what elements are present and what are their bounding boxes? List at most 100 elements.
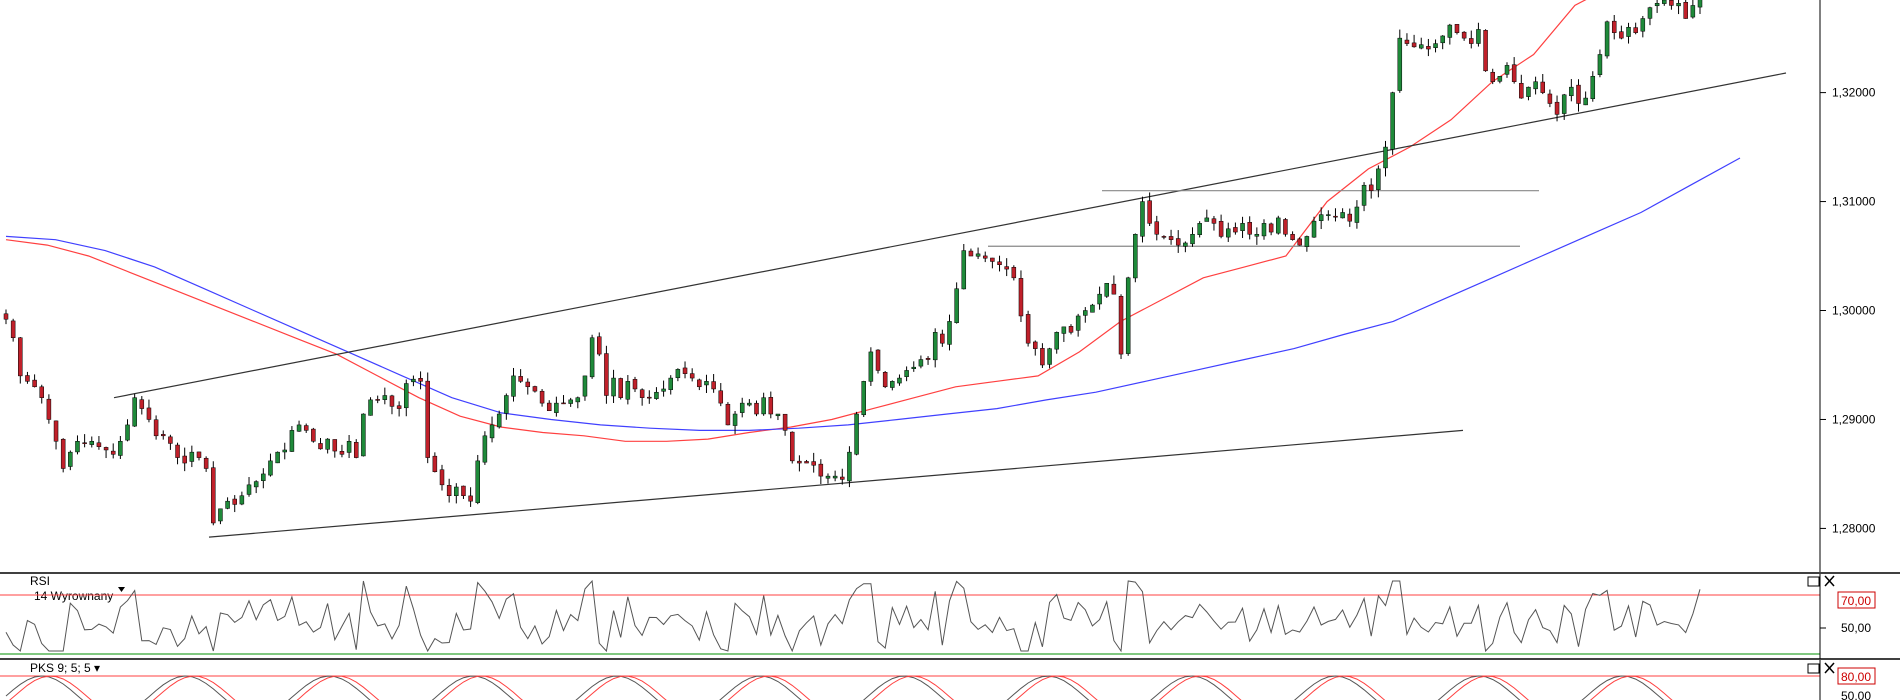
pks-pane[interactable]: PKS 9; 5; 5 ▾ 80,00 50,00 bbox=[0, 660, 1876, 700]
candle-body bbox=[854, 413, 859, 455]
candle-body bbox=[439, 469, 445, 486]
candle-body bbox=[482, 435, 488, 463]
candle-body bbox=[318, 443, 323, 450]
candle-body bbox=[1676, 3, 1681, 7]
candle-body bbox=[139, 399, 145, 409]
candle-body bbox=[1333, 215, 1338, 218]
candle-body bbox=[911, 366, 917, 369]
candle-body bbox=[940, 333, 945, 344]
candle-body bbox=[925, 358, 931, 360]
trendlines[interactable] bbox=[113, 72, 1787, 538]
candle-body bbox=[832, 475, 838, 479]
candle-body bbox=[239, 495, 245, 505]
pks-close-icon[interactable] bbox=[1824, 662, 1835, 674]
candle-body bbox=[10, 320, 16, 339]
candle-body bbox=[1297, 238, 1302, 246]
candle-body bbox=[1326, 214, 1331, 216]
candle-body bbox=[296, 424, 302, 432]
candle-body bbox=[396, 405, 402, 409]
rsi-maximize-icon[interactable] bbox=[1807, 576, 1820, 587]
candle-body bbox=[532, 386, 538, 392]
candlesticks[interactable] bbox=[3, 0, 1703, 526]
candle-body bbox=[339, 451, 345, 455]
candle-body bbox=[1125, 277, 1131, 354]
candle-body bbox=[175, 444, 180, 458]
candle-body bbox=[647, 396, 652, 399]
candle-body bbox=[990, 257, 995, 262]
candle-body bbox=[882, 372, 888, 388]
candle-body bbox=[311, 428, 316, 442]
candle-body bbox=[125, 424, 130, 441]
trendline bbox=[208, 429, 1464, 538]
candle-body bbox=[368, 399, 373, 416]
candle-body bbox=[1654, 3, 1660, 7]
price-pane[interactable]: 1,28000 1,29000 1,30000 1,31000 1,32000 bbox=[3, 0, 1876, 572]
candle-body bbox=[997, 261, 1002, 266]
candle-body bbox=[404, 383, 409, 409]
candle-body bbox=[1404, 39, 1410, 44]
candle-body bbox=[675, 369, 681, 379]
candle-body bbox=[489, 424, 495, 439]
candle-body bbox=[60, 438, 66, 469]
moving-average-slow-line bbox=[5, 157, 1741, 431]
pks-mid-level-text: 50,00 bbox=[1841, 689, 1871, 700]
rsi-params-label[interactable]: 14 Wyrownany bbox=[34, 589, 113, 603]
candle-body bbox=[1147, 200, 1152, 224]
candle-body bbox=[1554, 101, 1560, 115]
candle-body bbox=[1233, 227, 1238, 233]
price-tick-label: 1,29000 bbox=[1832, 412, 1876, 426]
candle-body bbox=[518, 376, 523, 382]
candle-body bbox=[1411, 42, 1417, 48]
candle-body bbox=[511, 375, 516, 397]
candle-body bbox=[1476, 29, 1481, 44]
candle-body bbox=[1611, 20, 1617, 33]
candle-body bbox=[1597, 54, 1603, 75]
candle-body bbox=[589, 337, 595, 378]
candle-body bbox=[1218, 220, 1224, 237]
rsi-label: RSI bbox=[30, 574, 50, 588]
candle-body bbox=[361, 413, 366, 457]
rsi-close-icon[interactable] bbox=[1824, 575, 1835, 587]
candle-body bbox=[711, 381, 716, 390]
candle-body bbox=[747, 402, 752, 406]
candle-body bbox=[46, 398, 52, 420]
rsi-pane[interactable]: RSI 14 Wyrownany 70,00 50,00 bbox=[0, 574, 1876, 659]
candle-body bbox=[1318, 214, 1324, 221]
candle-body bbox=[32, 379, 37, 388]
candle-body bbox=[1519, 83, 1524, 99]
candle-body bbox=[1111, 283, 1117, 295]
candle-body bbox=[1140, 201, 1145, 237]
candle-body bbox=[89, 441, 95, 445]
candle-body bbox=[1561, 94, 1567, 114]
candle-body bbox=[504, 395, 509, 414]
rsi-mid-level-text: 50,00 bbox=[1841, 621, 1871, 635]
candle-body bbox=[39, 386, 44, 398]
candle-body bbox=[1540, 81, 1546, 93]
rsi-line bbox=[5, 579, 1701, 653]
candle-body bbox=[103, 447, 109, 451]
candle-body bbox=[761, 397, 766, 415]
candle-body bbox=[1619, 31, 1624, 39]
candle-body bbox=[954, 288, 959, 323]
candle-body bbox=[68, 451, 73, 467]
candle-body bbox=[1290, 234, 1295, 240]
rsi-params-dropdown-icon[interactable] bbox=[118, 587, 125, 592]
candle-body bbox=[75, 441, 80, 453]
candle-body bbox=[118, 441, 123, 456]
candle-body bbox=[804, 461, 809, 464]
candle-body bbox=[289, 430, 295, 452]
candle-body bbox=[468, 495, 473, 502]
pks-label[interactable]: PKS 9; 5; 5 ▾ bbox=[30, 661, 100, 675]
candle-body bbox=[1569, 86, 1574, 97]
candle-body bbox=[1304, 236, 1310, 247]
candle-body bbox=[110, 450, 116, 455]
candle-body bbox=[1240, 223, 1245, 231]
candle-body bbox=[96, 442, 102, 447]
candle-body bbox=[132, 397, 137, 427]
candle-body bbox=[1168, 236, 1174, 240]
candle-body bbox=[789, 431, 795, 462]
candle-body bbox=[1483, 30, 1488, 72]
candle-body bbox=[203, 457, 209, 469]
pks-maximize-icon[interactable] bbox=[1807, 663, 1820, 674]
